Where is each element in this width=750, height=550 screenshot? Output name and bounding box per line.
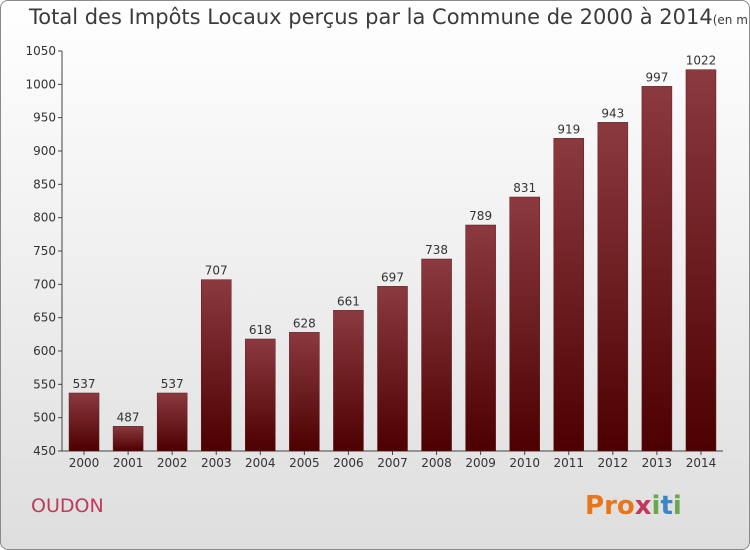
bar (156, 392, 188, 452)
logo-letter: t (660, 491, 673, 521)
value-label: 628 (293, 316, 316, 330)
bar (465, 224, 496, 452)
value-label: 487 (117, 410, 140, 424)
y-tick-label: 1000 (25, 77, 56, 91)
x-tick-label: 2002 (157, 456, 188, 470)
bar (289, 332, 320, 452)
y-tick-label: 650 (33, 311, 56, 325)
x-tick-label: 2001 (113, 456, 144, 470)
bars (68, 69, 717, 452)
y-tick-label: 600 (33, 344, 56, 358)
value-label: 707 (205, 264, 228, 278)
value-label: 537 (161, 377, 184, 391)
bar (641, 86, 673, 452)
logo-letter: P (585, 491, 605, 521)
logo-letter: o (616, 491, 635, 521)
chart-title: Total des Impôts Locaux perçus par la Co… (29, 5, 750, 29)
y-tick-label: 550 (33, 377, 56, 391)
logo-letter: i (672, 491, 682, 521)
x-tick-label: 2014 (686, 456, 717, 470)
x-tick-label: 2010 (509, 456, 540, 470)
y-tick-label: 750 (33, 244, 56, 258)
commune-name: OUDON (31, 495, 104, 517)
bar (685, 69, 717, 452)
value-label: 738 (425, 243, 448, 257)
logo-letter: x (634, 491, 652, 521)
bar (200, 279, 232, 452)
bar (112, 426, 144, 452)
x-tick-label: 2007 (377, 456, 408, 470)
x-tick-label: 2008 (421, 456, 452, 470)
x-tick-label: 2006 (333, 456, 364, 470)
bar (245, 338, 276, 452)
value-label: 1022 (686, 54, 717, 68)
bar (333, 310, 364, 452)
x-tick-label: 2004 (245, 456, 276, 470)
value-label: 537 (73, 377, 96, 391)
y-tick-label: 950 (33, 111, 56, 125)
x-tick-label: 2005 (289, 456, 320, 470)
x-tick-label: 2013 (642, 456, 673, 470)
chart-title-unit: (en milliers d'€) (712, 13, 750, 27)
y-tick-label: 1050 (25, 44, 56, 58)
bar (553, 138, 585, 452)
value-label: 919 (557, 122, 580, 136)
y-tick-label: 500 (33, 411, 56, 425)
bar (68, 392, 100, 452)
x-tick-label: 2000 (69, 456, 100, 470)
x-tick-label: 2003 (201, 456, 232, 470)
x-tick-label: 2012 (598, 456, 629, 470)
value-label: 831 (513, 181, 536, 195)
value-label: 661 (337, 294, 360, 308)
x-tick-label: 2011 (553, 456, 584, 470)
bar (377, 286, 408, 452)
bar (421, 258, 452, 452)
value-label: 997 (645, 70, 668, 84)
y-tick-label: 850 (33, 177, 56, 191)
y-axis: 450 500 550 600 650 700 750 800 850 900 950 1000 105… (25, 44, 63, 458)
logo-letter: r (604, 491, 617, 521)
bar (597, 122, 629, 452)
value-label: 697 (381, 270, 404, 284)
value-labels: 537 487 537 707 618 628 661 697 738 789 831 919 943 9… (73, 54, 717, 425)
logo-letter: i (651, 491, 661, 521)
y-tick-label: 800 (33, 211, 56, 225)
proxiti-logo[interactable]: Proxiti (585, 491, 682, 521)
x-tick-label: 2009 (465, 456, 496, 470)
y-tick-label: 700 (33, 277, 56, 291)
value-label: 789 (469, 209, 492, 223)
y-tick-label: 450 (33, 444, 56, 458)
x-axis: 2000 2001 2002 2003 2004 2005 2006 2007 2008 2009… (62, 450, 723, 470)
y-tick-label: 900 (33, 144, 56, 158)
chart-title-text: Total des Impôts Locaux perçus par la Co… (29, 5, 713, 29)
value-label: 618 (249, 323, 272, 337)
value-label: 943 (601, 106, 624, 120)
bar (509, 196, 540, 452)
